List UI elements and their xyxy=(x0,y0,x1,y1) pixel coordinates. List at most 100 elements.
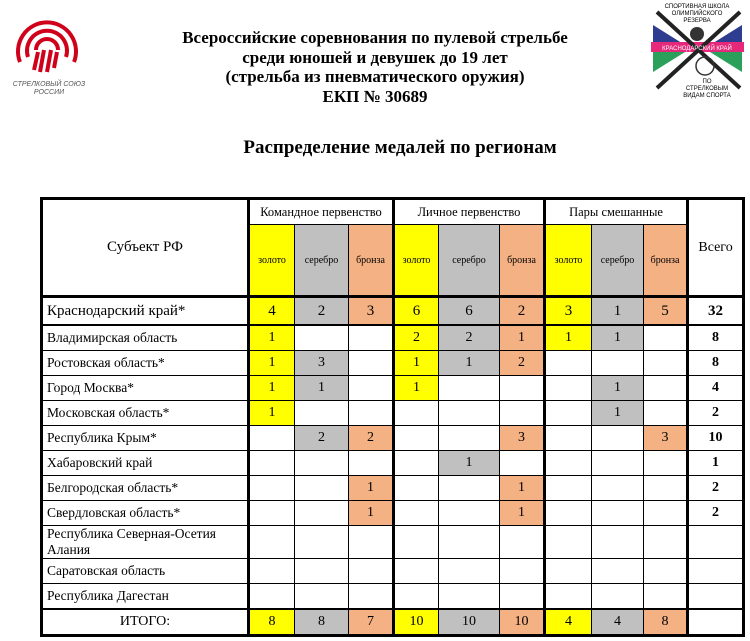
medal-count-cell: 3 xyxy=(498,425,546,451)
medal-count-cell xyxy=(438,500,500,526)
medal-header: бронза xyxy=(643,224,689,297)
medal-count-cell xyxy=(498,375,546,401)
subject-cell: Свердловская область* xyxy=(41,500,249,526)
medal-count-cell xyxy=(543,400,593,426)
medal-count-cell xyxy=(348,583,394,610)
medal-count-cell xyxy=(294,500,349,526)
medal-count-cell xyxy=(643,500,689,526)
itogo-cell: 4 xyxy=(543,608,593,636)
svg-text:РОССИИ: РОССИИ xyxy=(34,89,65,96)
medal-count-cell: 1 xyxy=(591,295,645,326)
table-row: Краснодарский край* 4 2 3 6 6 2 3 1 5 32 xyxy=(41,295,745,326)
itogo-row: ИТОГО: 8 8 7 10 10 10 4 4 8 xyxy=(41,608,745,636)
itogo-cell: 8 xyxy=(247,608,295,636)
medal-count-cell xyxy=(438,525,500,559)
subject-cell: Республика Дагестан xyxy=(41,583,249,610)
medal-count-cell xyxy=(348,400,394,426)
medal-count-cell xyxy=(643,525,689,559)
medal-header: серебро xyxy=(591,224,645,297)
medal-count-cell xyxy=(643,558,689,584)
total-cell: 10 xyxy=(686,425,745,451)
medal-count-cell: 2 xyxy=(294,295,349,326)
total-header: Всего xyxy=(686,198,745,297)
medal-count-cell: 6 xyxy=(438,295,500,326)
subject-cell: Республика Крым* xyxy=(41,425,249,451)
medal-count-cell: 3 xyxy=(543,295,593,326)
medal-count-cell xyxy=(543,558,593,584)
medal-count-cell: 1 xyxy=(294,375,349,401)
medal-count-cell: 1 xyxy=(438,450,500,476)
medal-count-cell xyxy=(438,375,500,401)
itogo-label: ИТОГО: xyxy=(41,608,249,636)
medal-count-cell: 1 xyxy=(591,400,645,426)
medal-header: бронза xyxy=(498,224,546,297)
medal-count-cell: 2 xyxy=(294,425,349,451)
medal-header: бронза xyxy=(348,224,394,297)
medal-count-cell xyxy=(247,500,295,526)
medal-count-cell xyxy=(591,450,645,476)
medal-count-cell xyxy=(543,450,593,476)
svg-text:КРАСНОДАРСКИЙ КРАЙ: КРАСНОДАРСКИЙ КРАЙ xyxy=(662,44,732,52)
medal-count-cell xyxy=(543,375,593,401)
medal-count-cell: 3 xyxy=(294,350,349,376)
total-cell: 2 xyxy=(686,400,745,426)
medal-count-cell xyxy=(643,583,689,610)
svg-text:ВИДАМ СПОРТА: ВИДАМ СПОРТА xyxy=(683,93,731,99)
subject-cell: Краснодарский край* xyxy=(41,295,249,326)
medal-count-cell xyxy=(247,525,295,559)
svg-text:ПО: ПО xyxy=(703,79,712,85)
medal-count-cell xyxy=(643,324,689,351)
document-title: Всероссийские соревнования по пулевой ст… xyxy=(150,28,600,106)
medal-count-cell xyxy=(392,583,439,610)
itogo-cell: 10 xyxy=(392,608,439,636)
medal-count-cell: 4 xyxy=(247,295,295,326)
itogo-cell: 7 xyxy=(348,608,394,636)
medal-count-cell xyxy=(247,558,295,584)
group-header: Личное первенство xyxy=(391,198,546,225)
medal-count-cell xyxy=(643,450,689,476)
medal-header: золото xyxy=(247,224,295,297)
medal-count-cell xyxy=(294,400,349,426)
medal-count-cell: 1 xyxy=(247,375,295,401)
page-subtitle: Распределение медалей по регионам xyxy=(243,137,557,158)
table-row: Город Москва* 1 1 1 1 4 xyxy=(41,375,745,401)
subject-cell: Белгородская область* xyxy=(41,475,249,501)
medal-count-cell xyxy=(543,350,593,376)
medal-count-cell: 1 xyxy=(591,324,645,351)
medal-count-cell: 2 xyxy=(438,324,500,351)
table-row: Саратовская область xyxy=(41,558,745,584)
medal-count-cell xyxy=(392,450,439,476)
medal-count-cell xyxy=(348,324,394,351)
subject-cell: Ростовская область* xyxy=(41,350,249,376)
medal-count-cell: 1 xyxy=(247,324,295,351)
total-cell: 2 xyxy=(686,475,745,501)
itogo-total-cell xyxy=(686,608,745,636)
medal-count-cell xyxy=(247,475,295,501)
medal-count-cell: 1 xyxy=(438,350,500,376)
title-line: Всероссийские соревнования по пулевой ст… xyxy=(182,28,568,47)
medal-count-cell: 1 xyxy=(247,400,295,426)
table-row: Республика Крым* 2 2 3 3 10 xyxy=(41,425,745,451)
medal-table: Субъект РФ Командное первенство Личное п… xyxy=(40,197,746,637)
medal-count-cell xyxy=(543,500,593,526)
medal-count-cell xyxy=(498,525,546,559)
medal-count-cell xyxy=(392,558,439,584)
medal-count-cell: 1 xyxy=(348,475,394,501)
medal-count-cell xyxy=(643,400,689,426)
medal-count-cell xyxy=(591,558,645,584)
medal-count-cell xyxy=(498,450,546,476)
medal-count-cell: 6 xyxy=(392,295,439,326)
table-row: Хабаровский край 1 1 xyxy=(41,450,745,476)
medal-count-cell xyxy=(643,475,689,501)
medal-count-cell xyxy=(247,425,295,451)
medal-count-cell xyxy=(348,558,394,584)
medal-header: серебро xyxy=(294,224,349,297)
medal-count-cell xyxy=(392,400,439,426)
medal-count-cell: 1 xyxy=(498,475,546,501)
itogo-cell: 4 xyxy=(591,608,645,636)
medal-count-cell xyxy=(591,425,645,451)
itogo-cell: 10 xyxy=(438,608,500,636)
medal-count-cell: 2 xyxy=(498,295,546,326)
svg-text:СТРЕЛКОВЫЙ СОЮЗ: СТРЕЛКОВЫЙ СОЮЗ xyxy=(13,79,86,88)
medal-count-cell xyxy=(498,400,546,426)
